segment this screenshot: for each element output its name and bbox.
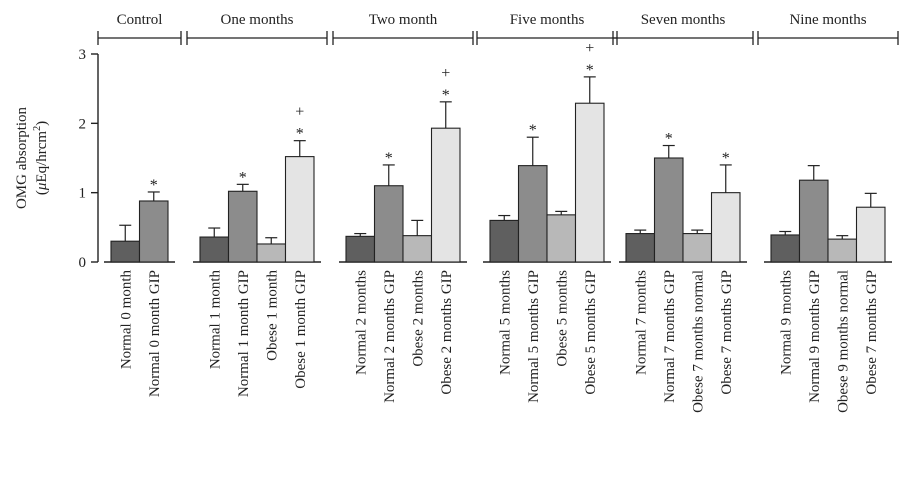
significance-star-normal-7-months-gip: * <box>665 131 673 148</box>
bar-normal-5-months <box>489 219 520 263</box>
bars: * * * + * * + * * + * * <box>104 40 892 263</box>
bar-obese-5-months <box>546 214 577 263</box>
category-label-obese-2-months-gip: Obese 2 months GIP <box>439 270 455 395</box>
group-label-nine-months: Nine months <box>789 12 866 28</box>
y-tick-label-1: 1 <box>79 186 87 202</box>
category-label-normal-2-months-gip: Normal 2 months GIP <box>382 270 398 403</box>
significance-star-normal-2-months-gip: * <box>385 150 393 167</box>
y-axis-title-sup: 2 <box>32 126 43 131</box>
category-label-obese-5-months-gip: Obese 5 months GIP <box>583 270 599 395</box>
group-label-five-months: Five months <box>510 12 585 28</box>
group-brackets: Control One months Two month Five months Sev… <box>97 12 899 45</box>
y-axis-title-line2: (μEq/hrcm2) <box>32 121 50 195</box>
category-label-obese-7-months-gip: Obese 7 months GIP <box>719 270 735 395</box>
bar-obese-2-months-gip <box>430 127 461 263</box>
category-label-obese-1-month: Obese 1 month <box>264 270 280 361</box>
significance-star-normal-5-months-gip: * <box>529 122 537 139</box>
y-axis-title: OMG absorption (μEq/hrcm2) <box>14 106 50 209</box>
category-label-normal-9-months: Normal 9 months <box>778 270 794 375</box>
category-label-normal-2-months: Normal 2 months <box>353 270 369 375</box>
bar-normal-1-month-gip <box>227 190 258 263</box>
y-axis-title-mu: μ <box>34 182 50 191</box>
category-label-obese-1-month-gip: Obese 1 month GIP <box>293 270 309 389</box>
bar-obese-1-month <box>256 243 287 263</box>
bar-obese-7-months-normal <box>682 233 713 263</box>
bar-normal-2-months <box>345 235 376 263</box>
significance-star-obese-7-months-gip: * <box>722 150 730 167</box>
category-label-obese-7-months-normal: Obese 7 months normal <box>690 270 706 413</box>
significance-star-normal-1-month-gip: * <box>239 169 247 186</box>
bar-obese-9-months-normal <box>827 238 858 263</box>
y-axis-title-close: ) <box>34 121 50 126</box>
significance-plus-obese-5-months-gip: + <box>585 40 594 57</box>
group-label-two-month: Two month <box>369 12 438 28</box>
category-label-normal-9-months-gip: Normal 9 months GIP <box>807 270 823 403</box>
category-label-normal-5-months: Normal 5 months <box>497 270 513 375</box>
significance-star-obese-5-months-gip: * <box>586 62 594 79</box>
bar-normal-1-month <box>199 236 230 263</box>
category-label-normal-1-month-gip: Normal 1 month GIP <box>236 270 252 397</box>
category-label-obese-9-months-normal: Obese 9 months normal <box>835 270 851 413</box>
bar-obese-7-months-gip <box>710 192 741 263</box>
bar-normal-5-months-gip <box>517 165 548 263</box>
category-label-normal-0-month: Normal 0 month <box>118 270 134 370</box>
group-label-one-months: One months <box>221 12 294 28</box>
category-label-normal-5-months-gip: Normal 5 months GIP <box>526 270 542 403</box>
bar-normal-2-months-gip <box>373 185 404 263</box>
y-tick-label-3: 3 <box>79 47 87 63</box>
bar-obese-7-months-gip <box>855 206 886 263</box>
y-tick-label-2: 2 <box>79 116 87 132</box>
y-axis-title-line1: OMG absorption <box>14 106 30 209</box>
category-label-obese-2-months: Obese 2 months <box>410 270 426 367</box>
category-label-normal-7-months: Normal 7 months <box>633 270 649 375</box>
significance-plus-obese-2-months-gip: + <box>441 65 450 82</box>
bar-normal-9-months-gip <box>798 179 829 263</box>
significance-plus-obese-1-month-gip: + <box>295 104 304 121</box>
bar-normal-0-month-gip <box>138 200 169 263</box>
significance-star-normal-0-month-gip: * <box>150 177 158 194</box>
category-labels: Normal 0 month Normal 0 month GIP Normal 1… <box>118 270 880 413</box>
y-tick-label-0: 0 <box>79 255 87 271</box>
category-label-normal-1-month: Normal 1 month <box>207 270 223 370</box>
y-axis-title-unit: Eq/hrcm <box>34 131 50 183</box>
bar-obese-2-months <box>402 235 433 263</box>
y-axis: 0 1 2 3 <box>79 47 99 271</box>
category-label-normal-7-months-gip: Normal 7 months GIP <box>662 270 678 403</box>
group-label-seven-months: Seven months <box>641 12 726 28</box>
significance-star-obese-2-months-gip: * <box>442 87 450 104</box>
bar-obese-5-months-gip <box>574 102 605 263</box>
bar-obese-1-month-gip <box>284 156 315 263</box>
category-label-obese-5-months: Obese 5 months <box>554 270 570 367</box>
significance-star-obese-1-month-gip: * <box>296 126 304 143</box>
bar-normal-7-months-gip <box>653 157 684 263</box>
category-label-normal-0-month-gip: Normal 0 month GIP <box>147 270 163 397</box>
bar-normal-0-month <box>110 240 141 263</box>
group-label-control: Control <box>117 12 163 28</box>
bar-normal-9-months <box>770 234 801 263</box>
category-label-obese-7-months-gip: Obese 7 months GIP <box>864 270 880 395</box>
bar-normal-7-months <box>625 233 656 263</box>
y-axis-title-open: ( <box>34 190 50 195</box>
